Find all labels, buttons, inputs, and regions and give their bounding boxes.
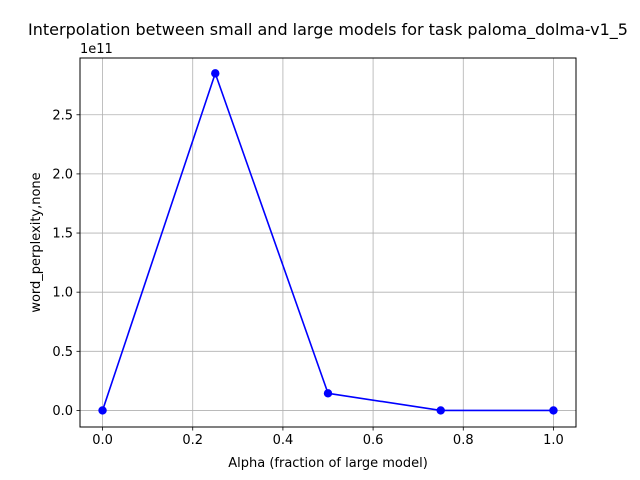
x-tick-label: 0.6 <box>363 433 384 448</box>
y-axis-label: word_perplexity,none <box>29 172 44 312</box>
y-axis-offset-label: 1e11 <box>80 42 113 57</box>
y-tick-label: 1.0 <box>52 286 73 301</box>
x-tick-label: 0.8 <box>453 433 474 448</box>
x-tick-label: 0.0 <box>92 433 113 448</box>
y-tick-label: 1.5 <box>52 227 73 242</box>
grid <box>80 58 576 427</box>
x-tick-label: 0.2 <box>182 433 203 448</box>
plot-area-frame <box>79 57 577 428</box>
data-point <box>436 406 445 415</box>
series-layer <box>98 69 558 415</box>
data-point <box>549 406 558 415</box>
data-point <box>211 69 220 78</box>
y-tick-label: 2.0 <box>52 167 73 182</box>
y-tick-label: 2.5 <box>52 108 73 123</box>
x-axis-label: Alpha (fraction of large model) <box>228 456 428 471</box>
x-tick-label: 1.0 <box>543 433 564 448</box>
chart-title: Interpolation between small and large mo… <box>28 20 628 40</box>
y-tick-label: 0.5 <box>52 345 73 360</box>
x-tick-label: 0.4 <box>273 433 294 448</box>
axis-ticks: 0.0 0.2 0.4 0.6 0.8 1.0 0.0 0.5 1.0 1.5 2.0 2.5 <box>52 108 563 448</box>
data-point <box>323 389 333 398</box>
y-tick-label: 0.0 <box>52 404 73 419</box>
data-point <box>98 406 107 415</box>
